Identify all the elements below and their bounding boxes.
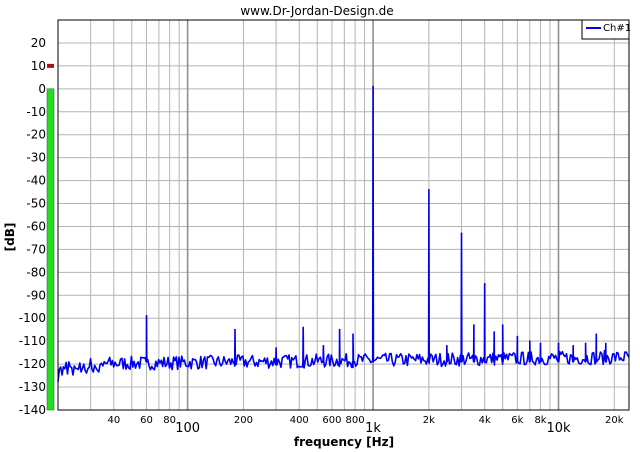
legend-label: Ch#1 [603, 23, 631, 34]
x-tick-label: 600 [322, 415, 341, 426]
data-point [302, 326, 304, 329]
y-tick-label: 0 [38, 82, 46, 96]
data-point [428, 188, 430, 191]
data-point [557, 342, 560, 345]
y-tick-label: -130 [19, 380, 46, 394]
y-tick-label: -120 [19, 357, 46, 371]
data-point [501, 324, 504, 326]
x-tick-label-major: 10k [546, 421, 571, 436]
y-tick-label: -110 [19, 334, 46, 348]
x-tick-label: 80 [163, 415, 176, 426]
x-tick-label: 200 [234, 415, 253, 426]
data-point [446, 344, 448, 347]
plot-frame [57, 19, 630, 411]
y-tick-label: -80 [26, 265, 46, 279]
level-meter-peak [47, 63, 54, 68]
level-meter [46, 63, 55, 411]
x-axis-ticks: 40 60 80 200 400 600 800 2k 4k 6k 8k 20k 100 1k 10k [107, 415, 623, 436]
y-tick-label: -90 [26, 288, 46, 302]
x-tick-label-major: 100 [175, 421, 200, 436]
data-point [584, 342, 587, 345]
y-axis-ticks: 20 10 0 -10 -20 -30 -40 -50 -60 -70 -80 -90 -100 -110… [19, 36, 46, 417]
series-layer [57, 85, 630, 382]
data-point [234, 328, 236, 331]
y-tick-label: -70 [26, 242, 46, 256]
series-line-ch1 [57, 85, 630, 382]
data-point [516, 335, 519, 338]
data-point [145, 315, 148, 317]
y-tick-label: -60 [26, 219, 46, 233]
data-point [539, 342, 542, 345]
data-point [528, 340, 531, 342]
x-tick-label: 4k [479, 415, 491, 426]
data-point [338, 328, 341, 331]
data-point [322, 344, 325, 347]
data-point [352, 333, 354, 336]
x-tick-label: 8k [534, 415, 546, 426]
y-tick-label: -30 [26, 151, 46, 165]
level-meter-bar [46, 88, 55, 411]
y-tick-label: -50 [26, 197, 46, 211]
x-tick-label: 20k [605, 415, 624, 426]
legend-box [581, 19, 630, 40]
chart-title: www.Dr-Jordan-Design.de [240, 4, 393, 18]
x-tick-label: 6k [511, 415, 523, 426]
y-tick-label: 20 [31, 36, 46, 50]
data-point [483, 283, 486, 285]
data-point [372, 85, 374, 88]
data-point [493, 331, 495, 333]
y-tick-label: -100 [19, 311, 46, 325]
y-tick-label: -10 [26, 105, 46, 119]
data-point [275, 347, 277, 349]
x-tick-label: 400 [290, 415, 309, 426]
x-axis-label: frequency [Hz] [294, 435, 394, 449]
y-tick-label: 10 [31, 59, 46, 73]
y-axis-label: [dB] [3, 223, 17, 252]
data-point [460, 232, 463, 235]
data-point [605, 342, 607, 345]
data-point [473, 324, 475, 326]
y-tick-label: -40 [26, 174, 46, 188]
y-tick-label: -20 [26, 128, 46, 142]
x-tick-label: 800 [346, 415, 365, 426]
y-tick-label: -140 [19, 403, 46, 417]
data-point [595, 333, 598, 336]
data-point [572, 344, 574, 347]
x-tick-label: 60 [140, 415, 153, 426]
x-tick-label-major: 1k [365, 421, 381, 436]
x-tick-label: 2k [423, 415, 435, 426]
legend: Ch#1 [581, 19, 631, 40]
x-tick-label: 40 [107, 415, 120, 426]
